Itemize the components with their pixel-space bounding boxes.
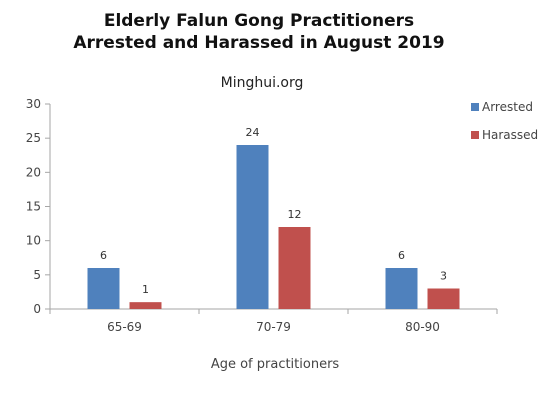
data-label: 6 xyxy=(100,249,107,262)
data-label: 12 xyxy=(288,208,302,221)
data-label: 24 xyxy=(246,126,260,139)
bar-harassed-80-90 xyxy=(427,288,460,309)
bar-harassed-65-69 xyxy=(129,302,162,309)
data-label: 6 xyxy=(398,249,405,262)
chart-title-line-2: Arrested and Harassed in August 2019 xyxy=(73,33,444,53)
bar-arrested-80-90 xyxy=(385,268,418,309)
x-tick-label: 70-79 xyxy=(256,320,291,334)
plot-area: 0 5 10 15 20 25 30 6 1 65-69 24 12 70-79 6 3 80-90 xyxy=(26,97,498,334)
y-tick-label: 10 xyxy=(26,234,41,248)
legend-label-arrested: Arrested xyxy=(482,100,533,114)
y-tick-label: 0 xyxy=(33,302,41,316)
y-tick-label: 15 xyxy=(26,200,41,214)
data-label: 3 xyxy=(440,270,447,283)
y-tick-label: 25 xyxy=(26,131,41,145)
bar-arrested-70-79 xyxy=(236,145,269,309)
x-axis-title: Age of practitioners xyxy=(211,357,340,372)
x-tick-label: 65-69 xyxy=(107,320,142,334)
data-label: 1 xyxy=(142,283,149,296)
y-tick-label: 20 xyxy=(26,165,41,179)
bar-arrested-65-69 xyxy=(87,268,120,309)
legend-label-harassed: Harassed xyxy=(482,128,538,142)
legend-swatch-harassed xyxy=(471,131,479,139)
bar-harassed-70-79 xyxy=(278,227,311,309)
x-tick-label: 80-90 xyxy=(405,320,440,334)
chart-title-line-1: Elderly Falun Gong Practitioners xyxy=(104,11,414,31)
y-tick-label: 5 xyxy=(33,268,41,282)
y-tick-label: 30 xyxy=(26,97,41,111)
legend: Arrested Harassed xyxy=(471,100,538,142)
chart-subtitle: Minghui.org xyxy=(221,75,304,91)
legend-swatch-arrested xyxy=(471,103,479,111)
